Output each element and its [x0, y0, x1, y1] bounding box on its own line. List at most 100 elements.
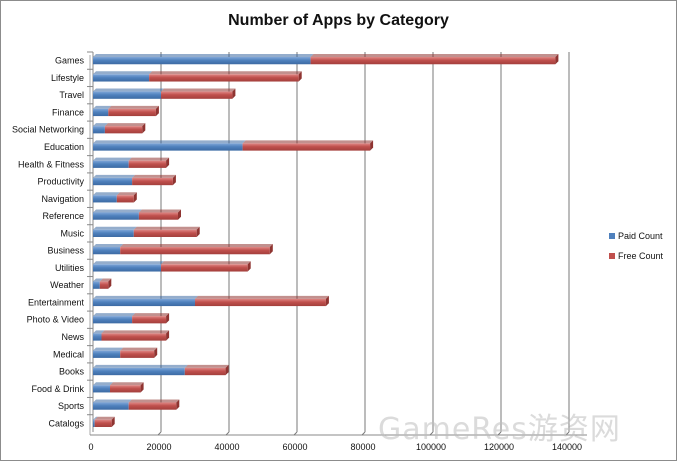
category-label: Health & Fitness [18, 159, 85, 169]
bar-top-face [93, 105, 112, 109]
bar-end-face [142, 123, 146, 134]
category-label: Finance [52, 107, 84, 117]
bar-end-face [196, 226, 200, 237]
bar-end-face [154, 347, 158, 358]
bar [93, 350, 121, 358]
bar [101, 333, 167, 341]
bar [93, 160, 129, 168]
bar [93, 212, 139, 220]
bar-top-face [133, 226, 200, 230]
bar-end-face [232, 88, 236, 99]
bar-end-face [166, 157, 170, 168]
bar-end-face [555, 54, 559, 65]
bar-top-face [120, 347, 158, 351]
bar [242, 143, 371, 151]
bar-end-face [247, 261, 251, 272]
legend-swatch [609, 253, 615, 259]
bar [195, 298, 326, 307]
bar-end-face [269, 244, 273, 255]
bar-top-face [310, 54, 559, 58]
category-label: Travel [59, 90, 84, 100]
bar-top-face [93, 295, 198, 299]
bar [93, 264, 161, 272]
x-tick-label: 60000 [282, 442, 307, 452]
bar [116, 195, 134, 203]
category-label: Entertainment [28, 297, 85, 307]
gridline-floor [225, 431, 230, 436]
watermark: GameRes游资网 [378, 412, 621, 447]
bar-top-face [93, 157, 132, 161]
bar [120, 350, 155, 358]
bar-end-face [178, 209, 181, 220]
bar [184, 367, 226, 376]
bar [93, 108, 109, 117]
bar [161, 264, 248, 272]
category-label: Education [44, 142, 84, 152]
bar-top-face [93, 209, 142, 213]
x-tick-label: 20000 [146, 442, 171, 452]
bar-top-face [161, 88, 236, 92]
bar-top-face [93, 382, 113, 386]
gridline-floor [157, 431, 162, 436]
bar [108, 108, 156, 117]
bar [132, 316, 167, 324]
bar-top-face [93, 416, 98, 420]
bar [93, 281, 100, 289]
x-tick-label: 0 [88, 442, 93, 452]
bar [120, 247, 270, 255]
bar [93, 333, 102, 341]
category-label: Weather [50, 280, 84, 290]
bar-top-face [132, 313, 170, 317]
bar-top-face [93, 261, 164, 265]
bar-top-face [104, 123, 146, 127]
bar [104, 126, 143, 134]
bar [93, 229, 134, 237]
bar-top-face [93, 54, 314, 58]
x-tick-label: 140000 [552, 442, 582, 452]
legend-swatch [609, 233, 615, 239]
bar-top-face [128, 399, 180, 403]
bar-top-face [101, 330, 170, 334]
bar [310, 57, 556, 65]
category-label: Photo & Video [27, 315, 84, 325]
category-label: Business [47, 246, 84, 256]
bar-top-face [93, 313, 136, 317]
gridline-floor [361, 431, 366, 436]
category-label: Navigation [41, 194, 84, 204]
category-label: Productivity [37, 177, 84, 187]
bar-end-face [176, 399, 180, 410]
bar-top-face [93, 174, 136, 178]
category-label: Utilities [55, 263, 85, 273]
bar-end-face [108, 278, 112, 289]
bar-end-face [166, 330, 170, 341]
bar-top-face [99, 278, 112, 282]
bar [93, 143, 243, 151]
bar [93, 419, 95, 427]
category-label: Social Networking [12, 125, 84, 135]
bar-top-face [93, 244, 124, 248]
category-label: News [61, 332, 84, 342]
bar-top-face [132, 174, 176, 178]
category-label: Lifestyle [51, 73, 84, 83]
category-label: Books [59, 367, 85, 377]
bar-end-face [111, 416, 115, 427]
bar [93, 195, 117, 203]
bar-top-face [242, 140, 374, 144]
category-label: Medical [53, 349, 84, 359]
category-label: Music [60, 228, 84, 238]
bar-top-face [120, 244, 273, 248]
bar [138, 212, 178, 220]
category-label: Games [55, 56, 85, 66]
bar-end-face [298, 71, 302, 82]
bar-top-face [94, 416, 115, 420]
bar [93, 126, 105, 134]
bar-top-face [93, 364, 188, 368]
bar-top-face [93, 399, 132, 403]
category-label: Sports [58, 401, 85, 411]
category-label: Catalogs [48, 418, 84, 428]
bar [93, 316, 133, 324]
bar-top-face [93, 226, 137, 230]
bar-end-face [172, 174, 176, 186]
bar-top-face [149, 71, 302, 75]
